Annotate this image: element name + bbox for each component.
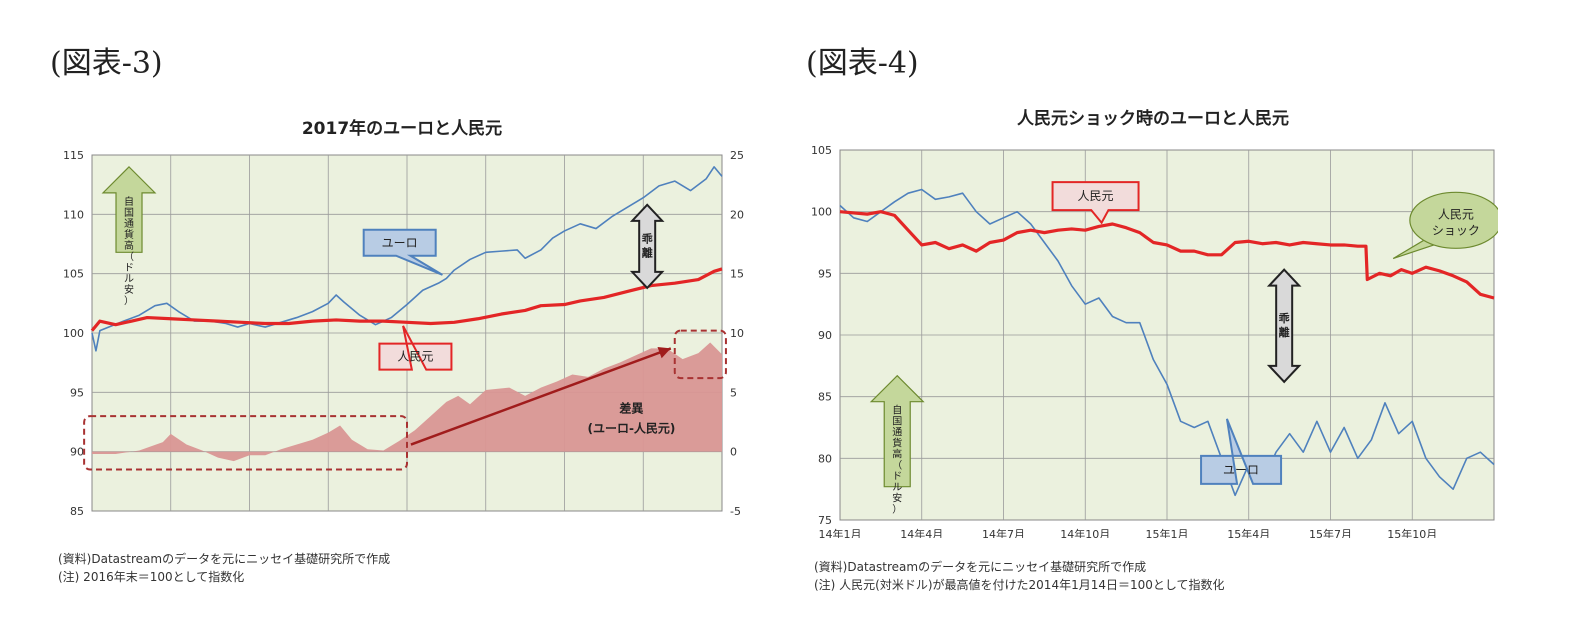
shock-label-2: ショック <box>1432 223 1480 237</box>
x-tick-label: 14年10月 <box>1060 527 1110 538</box>
y-tick-label: 90 <box>818 329 832 342</box>
y-left-tick-label: 110 <box>63 208 84 221</box>
rmb-label-box <box>378 325 453 371</box>
y-left-tick-label: 100 <box>63 327 84 340</box>
euro-label-box <box>362 228 443 276</box>
y-right-tick-label: 5 <box>730 386 737 399</box>
trend-arrow-line <box>410 347 672 446</box>
index-note: (注) 人民元(対米ドル)が最高値を付けた2014年1月14日＝100として指数… <box>814 578 1225 592</box>
chart-rmb-shock: 人民元ショック時のユーロと人民元 105 100 95 90 85 80 75 14年1月 14… <box>798 98 1503 541</box>
trend-arrow-head <box>657 346 671 359</box>
diff-label-1: 差異 <box>618 401 643 416</box>
y-right-tick-label: 20 <box>730 208 744 221</box>
series-rmb-line <box>839 210 1495 300</box>
diverge-label: 乖離 <box>1279 311 1290 339</box>
up-arrow-shape <box>101 166 157 253</box>
series-euro-line <box>91 166 723 352</box>
x-tick-label: 14年1月 <box>819 527 862 538</box>
figure-4-label: (図表-4) <box>806 46 919 81</box>
y-right-tick-label: -5 <box>730 505 741 518</box>
x-tick-label: 14年7月 <box>982 527 1025 538</box>
rmb-label-box <box>1051 181 1140 225</box>
y-right-tick-label: 10 <box>730 327 744 340</box>
y-left-tick-label: 95 <box>70 386 84 399</box>
y-right-tick-label: 25 <box>730 149 744 162</box>
dashed-box-early <box>83 415 408 471</box>
y-left-tick-label: 90 <box>70 446 84 459</box>
euro-label-text: ユーロ <box>1223 463 1259 477</box>
chart-2017-svg: 2017年のユーロと人民元 11511010510095908525201510… <box>63 118 744 532</box>
x-tick-label: 15年1月 <box>1146 527 1189 538</box>
series-diff-area <box>92 342 722 462</box>
rmb-label-text: 人民元 <box>397 350 433 364</box>
dashed-box-late <box>673 329 727 380</box>
series-rmb-line <box>90 267 723 332</box>
y-left-tick-label: 85 <box>70 505 84 518</box>
x-tick-label: 14年4月 <box>900 527 943 538</box>
series-euro-line <box>839 188 1495 497</box>
figure-3-label: (図表-3) <box>50 46 163 81</box>
source-note: (資料)Datastreamのデータを元にニッセイ基礎研究所で作成 <box>814 560 1147 574</box>
x-tick-label: 15年7月 <box>1309 527 1352 538</box>
diverge-label: 乖離 <box>642 231 653 259</box>
y-tick-label: 100 <box>811 206 832 219</box>
y-tick-label: 105 <box>811 144 832 157</box>
y-right-tick-label: 15 <box>730 268 744 281</box>
y-tick-label: 80 <box>818 452 832 465</box>
up-arrow-shape <box>869 374 925 488</box>
shock-label-1: 人民元 <box>1438 207 1474 221</box>
euro-label-box <box>1200 418 1283 485</box>
source-note: (資料)Datastreamのデータを元にニッセイ基礎研究所で作成 <box>58 552 391 566</box>
y-right-tick-label: 0 <box>730 446 737 459</box>
up-arrow-label: 自国通貨高（ドル安） <box>124 195 134 307</box>
rmb-label-text: 人民元 <box>1078 189 1114 203</box>
chart-title: 2017年のユーロと人民元 <box>302 118 502 139</box>
y-tick-label: 85 <box>818 391 832 404</box>
y-left-tick-label: 105 <box>63 268 84 281</box>
x-tick-label: 15年10月 <box>1387 527 1437 538</box>
up-arrow-label: 自国通貨高（ドル安） <box>892 404 902 516</box>
y-left-tick-label: 115 <box>63 149 84 162</box>
diverge-arrow-shape <box>1266 268 1302 384</box>
chart-2017-euro-rmb: 2017年のユーロと人民元 115 110 105 100 95 90 85 25 20 15 10… <box>42 98 762 532</box>
x-tick-label: 15年4月 <box>1227 527 1270 538</box>
diverge-arrow-shape <box>629 203 665 290</box>
y-tick-label: 75 <box>818 514 832 527</box>
y-tick-label: 95 <box>818 267 832 280</box>
index-note: (注) 2016年末＝100として指数化 <box>58 570 245 584</box>
diff-label-2: (ユーロ-人民元) <box>587 421 675 436</box>
chart-title: 人民元ショック時のユーロと人民元 <box>1017 108 1289 129</box>
euro-label-text: ユーロ <box>382 236 418 250</box>
plot-area: 1151101051009590852520151050-517年1月17年2月… <box>63 149 744 532</box>
